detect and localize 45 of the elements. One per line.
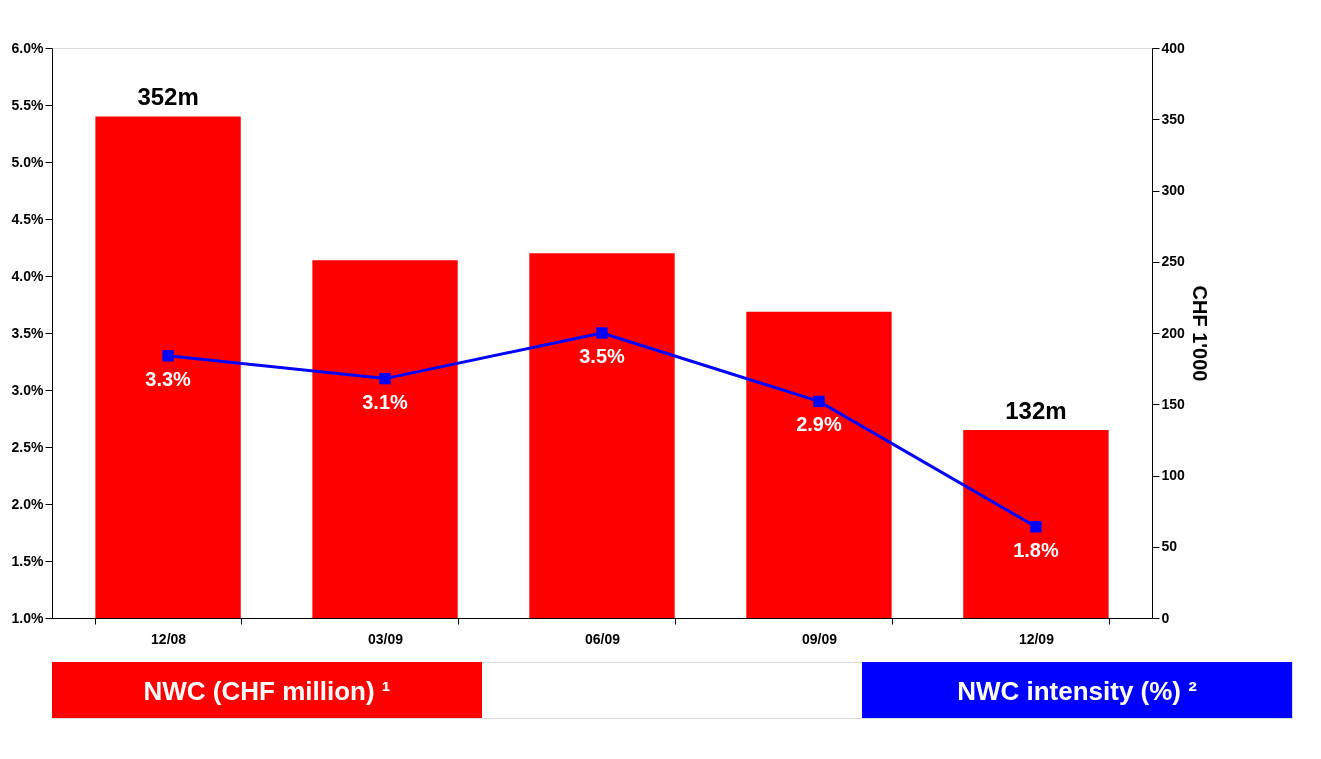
y-tick-label: 6.0%: [11, 39, 45, 56]
y2-tick-label: 350: [1161, 110, 1186, 127]
data-label: 1.8%: [1013, 538, 1059, 561]
y-tick-label: 5.5%: [11, 96, 45, 113]
point: [1030, 521, 1042, 533]
y-tick-label: 4.5%: [11, 210, 45, 227]
bar: [746, 311, 892, 618]
y2-tick-label: 300: [1161, 182, 1186, 198]
point: [596, 327, 608, 339]
x-tick-label: 12/08: [151, 630, 187, 647]
x-tick-label: 06/09: [584, 630, 621, 647]
point: [379, 372, 391, 385]
data-label: 3.3%: [145, 367, 192, 390]
y2-axis-title: CHF 1'000: [1188, 285, 1211, 382]
y2-tick-label: 200: [1161, 324, 1186, 341]
y2-tick-label: 0: [1161, 609, 1170, 626]
y-tick-label: 3.0%: [11, 381, 45, 398]
text: NWC (CHF million) ¹: [143, 676, 391, 706]
bar: [312, 260, 458, 618]
x-tick-label: 09/09: [801, 630, 838, 647]
data-label: 2.9%: [796, 413, 842, 436]
y-tick-label: 1.0%: [11, 609, 45, 626]
y-tick-label: 1.5%: [11, 552, 45, 569]
point: [813, 395, 825, 408]
x-tick-label: 03/09: [368, 630, 404, 647]
bar: [529, 253, 675, 618]
y2-tick-label: 400: [1161, 39, 1186, 56]
bar: [95, 116, 241, 618]
y-tick-label: 5.0%: [11, 153, 45, 170]
y2-tick-label: 50: [1161, 538, 1178, 555]
y-tick-label: 2.5%: [11, 438, 45, 455]
bar: [963, 429, 1109, 618]
y2-tick-label: 250: [1161, 253, 1186, 270]
x-tick-label: 12/09: [1018, 630, 1055, 647]
y2-tick-label: 150: [1161, 395, 1186, 412]
data-label: 352m: [137, 83, 199, 111]
y-tick-label: 2.0%: [11, 495, 45, 512]
text: NWC intensity (%) ²: [957, 676, 1198, 706]
data-label: 3.1%: [362, 390, 409, 413]
point: [162, 350, 174, 362]
data-label: 132m: [1005, 396, 1067, 424]
data-label: 3.5%: [579, 345, 626, 367]
y2-tick-label: 100: [1161, 467, 1186, 483]
y-tick-label: 4.0%: [11, 267, 45, 284]
y-tick-label: 3.5%: [11, 324, 45, 341]
